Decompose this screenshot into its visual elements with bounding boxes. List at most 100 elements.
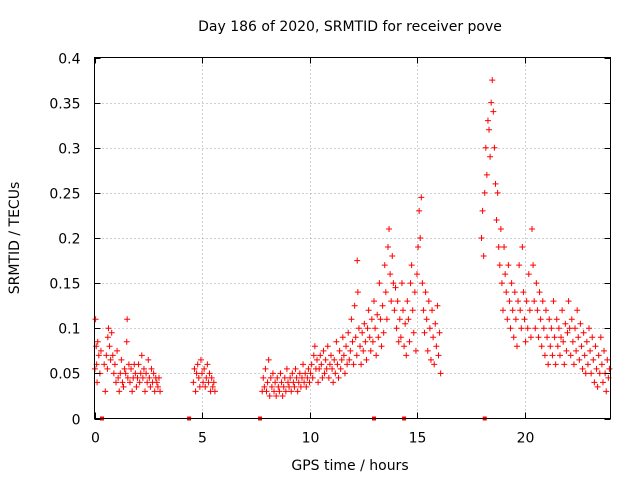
data-point — [583, 338, 590, 345]
data-point — [501, 244, 508, 251]
data-point — [502, 271, 509, 278]
data-point — [423, 316, 430, 323]
data-point — [391, 307, 398, 314]
data-point — [363, 356, 370, 363]
y-tick-label: 0.05 — [49, 367, 80, 383]
data-point — [390, 280, 397, 287]
data-point — [416, 207, 423, 214]
data-point — [587, 347, 594, 354]
data-point — [283, 365, 290, 372]
data-point — [266, 392, 273, 399]
data-point — [576, 356, 583, 363]
y-tick-label: 0.1 — [58, 322, 80, 338]
data-point — [336, 347, 343, 354]
data-point — [101, 361, 108, 368]
data-point — [378, 343, 385, 350]
data-point — [395, 338, 402, 345]
data-point — [325, 374, 332, 381]
data-point — [326, 361, 333, 368]
y-tick-labels: 0 0.05 0.1 0.15 0.2 0.25 0.3 0.35 0.4 — [49, 52, 80, 429]
data-point — [337, 365, 344, 372]
data-point — [563, 347, 570, 354]
data-point — [126, 379, 133, 386]
data-point — [138, 352, 145, 359]
data-point — [419, 280, 426, 287]
data-point — [118, 356, 125, 363]
data-point — [292, 365, 299, 372]
data-point — [350, 361, 357, 368]
data-point — [509, 307, 516, 314]
data-point — [205, 379, 212, 386]
data-point — [584, 361, 591, 368]
data-point — [573, 347, 580, 354]
data-point — [588, 370, 595, 377]
data-point — [535, 334, 542, 341]
y-tick-label: 0.3 — [58, 142, 80, 158]
data-points — [91, 77, 613, 421]
data-point — [272, 379, 279, 386]
data-point — [315, 379, 322, 386]
data-point — [279, 392, 286, 399]
data-point — [203, 374, 210, 381]
data-point — [382, 289, 389, 296]
data-point — [560, 338, 567, 345]
data-point — [290, 379, 297, 386]
data-point — [500, 307, 506, 314]
data-point — [114, 347, 121, 354]
data-point — [324, 343, 331, 350]
data-point — [540, 325, 547, 332]
x-tick-labels: 0 5 10 15 20 — [91, 431, 534, 447]
data-point — [151, 388, 158, 395]
data-point — [411, 289, 418, 296]
data-point — [389, 253, 396, 260]
data-point — [523, 298, 530, 305]
data-point — [105, 325, 112, 332]
data-point — [489, 77, 496, 84]
data-point — [338, 356, 345, 363]
data-point — [516, 262, 523, 269]
y-tick-label: 0.15 — [49, 277, 80, 293]
data-point — [329, 365, 336, 372]
data-point — [546, 316, 553, 323]
data-point — [429, 307, 436, 314]
data-point — [537, 316, 544, 323]
data-point — [547, 343, 554, 350]
data-point — [414, 271, 420, 278]
data-point — [92, 316, 99, 323]
data-point — [103, 352, 110, 359]
data-point — [111, 361, 118, 368]
data-point — [486, 126, 493, 133]
data-point — [539, 298, 546, 305]
data-point — [432, 320, 439, 327]
data-point — [426, 325, 433, 332]
data-point — [190, 379, 197, 386]
data-point — [357, 343, 364, 350]
data-point — [601, 347, 608, 354]
data-point — [95, 352, 102, 359]
data-point — [129, 388, 136, 395]
data-point — [522, 338, 529, 345]
data-point — [335, 374, 342, 381]
data-point — [527, 334, 534, 341]
data-point — [334, 361, 341, 368]
data-point — [526, 307, 533, 314]
data-point — [582, 370, 589, 377]
data-point — [304, 374, 311, 381]
data-point — [293, 374, 300, 381]
data-point — [393, 325, 400, 332]
data-point — [367, 347, 374, 354]
data-point — [268, 383, 275, 390]
y-tick-label: 0.25 — [49, 187, 80, 203]
data-point — [597, 334, 604, 341]
data-point — [347, 347, 354, 354]
data-point — [291, 383, 298, 390]
data-point — [559, 307, 566, 314]
data-point — [400, 307, 407, 314]
data-point — [417, 235, 424, 241]
data-point — [478, 235, 485, 241]
data-point — [317, 352, 324, 359]
data-point — [492, 180, 499, 187]
data-point — [490, 108, 497, 115]
data-point — [147, 383, 154, 390]
data-point — [433, 343, 440, 350]
